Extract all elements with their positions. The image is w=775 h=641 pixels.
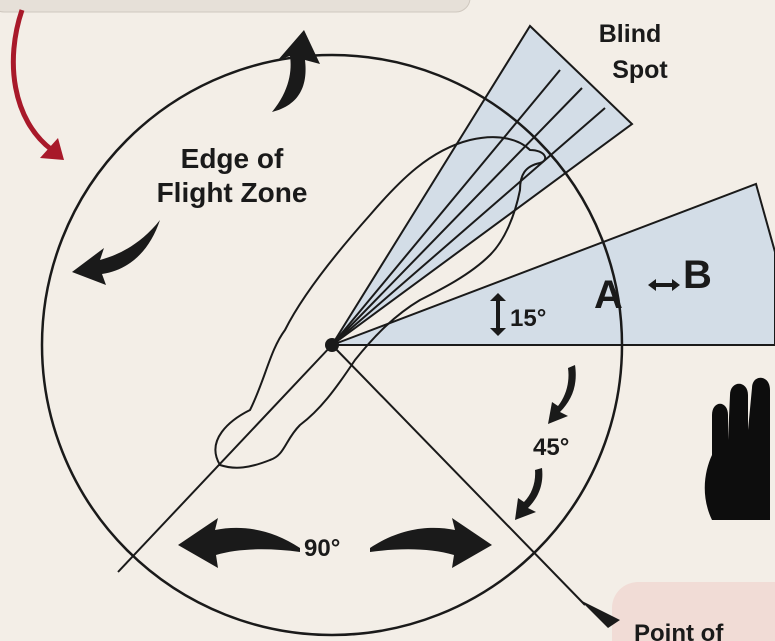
diagram-body: Blind Spot Edge of Flight Zone 15° A B 4… — [0, 0, 775, 641]
eye-point — [325, 338, 339, 352]
arrow — [272, 30, 320, 112]
flight-zone-diagram: Blind Spot Edge of Flight Zone 15° A B 4… — [0, 0, 775, 641]
edge-label: Flight Zone — [157, 177, 308, 208]
angle-15-label: 15° — [510, 305, 546, 332]
edge-label: Edge of — [181, 143, 284, 174]
red-arrow — [13, 10, 52, 150]
label-b: B — [683, 253, 712, 297]
arrow — [515, 468, 542, 520]
line — [332, 345, 585, 605]
arrow — [72, 220, 160, 285]
point-of-balance-label: Point of — [634, 620, 724, 641]
blind-spot-label: Spot — [612, 56, 668, 84]
label-a: A — [594, 273, 623, 317]
arrow — [370, 518, 492, 568]
arrow — [548, 365, 576, 424]
arrow — [178, 518, 300, 568]
page: {"labels": { "blind_spot": ["Blind", "Sp… — [0, 0, 775, 641]
stop-hand — [705, 378, 770, 520]
top-panel — [0, 0, 470, 12]
angle-90-label: 90° — [304, 535, 340, 562]
angle-45-label: 45° — [533, 434, 569, 461]
blind-spot-label: Blind — [599, 20, 662, 48]
